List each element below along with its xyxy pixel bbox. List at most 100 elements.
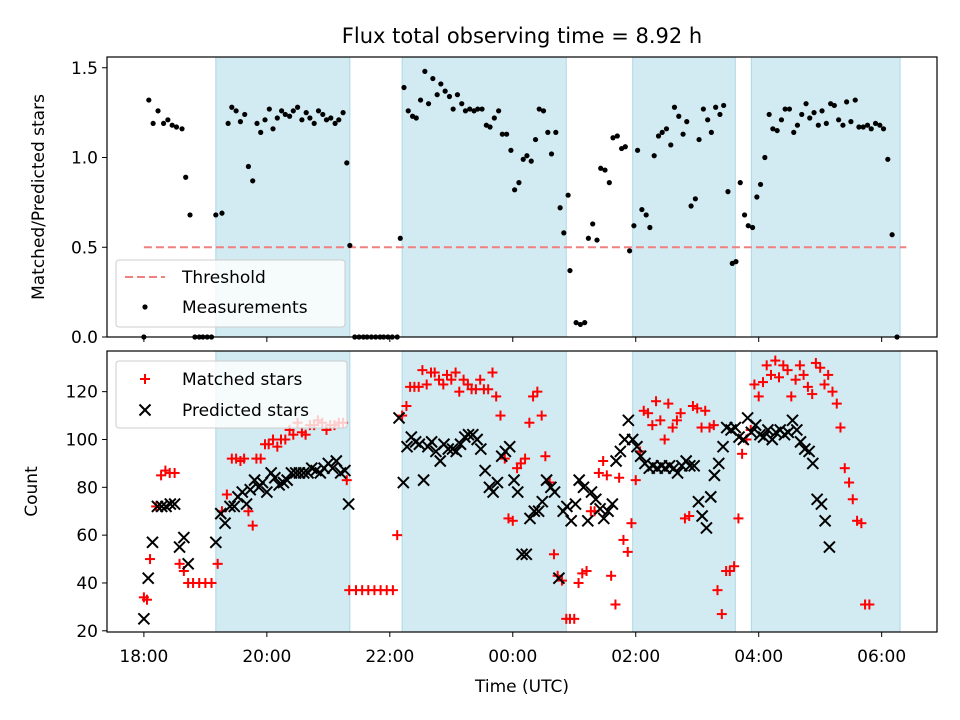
measurement-point [598, 165, 604, 171]
marker-stroke [692, 495, 705, 508]
matched-star-point [630, 475, 641, 486]
matched-star-point [540, 451, 551, 462]
measurement-point [540, 108, 547, 114]
marker-stroke [695, 509, 709, 523]
matched-star-point [548, 549, 559, 560]
measurement-point [165, 117, 171, 123]
matched-star-point [847, 494, 858, 505]
legend-matched-label: Matched stars [182, 370, 302, 390]
measurement-point [475, 106, 481, 112]
measurement-point [425, 101, 432, 107]
matched-star-point [280, 434, 291, 445]
marker-stroke [474, 442, 488, 456]
predicted-star-point [597, 512, 610, 525]
measurement-point [799, 111, 805, 118]
predicted-star-point [630, 440, 644, 453]
measurement-point [499, 131, 505, 137]
top-axes-frame [106, 56, 938, 338]
measurement-point [491, 115, 497, 121]
predicted-star-point [766, 433, 779, 446]
marker-stroke [606, 497, 619, 511]
measurement-point [430, 75, 436, 82]
predicted-star-point [168, 497, 181, 511]
marker-stroke [503, 440, 516, 453]
measurement-point [520, 156, 526, 162]
y-tick-label: 1.0 [71, 149, 98, 169]
matched-star-point [475, 374, 486, 385]
measurement-point [323, 117, 330, 123]
measurement-point [778, 117, 785, 123]
measurement-point [187, 212, 193, 218]
matched-star-point [692, 403, 703, 414]
measurement-point [242, 111, 248, 118]
matched-star-point [300, 429, 311, 440]
matched-star-point [601, 470, 612, 481]
marker-stroke [581, 514, 594, 528]
marker-stroke [634, 450, 647, 463]
measurement-point [270, 126, 276, 132]
marker-stroke [450, 445, 463, 458]
measurement-point [565, 192, 571, 198]
measurement-point [548, 151, 555, 157]
y-tick-label: 100 [66, 430, 98, 450]
legend-measurements-swatch [142, 304, 148, 310]
measurement-point [741, 212, 748, 218]
measurement-point [708, 129, 714, 135]
top-y-axis-label: Matched/Predicted stars [29, 94, 49, 300]
matched-star-point [733, 513, 744, 524]
marker-stroke [716, 440, 730, 453]
y-tick-label: 40 [76, 574, 98, 594]
predicted-star-point [297, 466, 310, 480]
marker-stroke [540, 473, 553, 487]
marker-stroke [806, 457, 820, 470]
predicted-star-point [802, 445, 816, 458]
marker-stroke [138, 403, 152, 417]
measurement-point [496, 108, 502, 114]
predicted-star-point [528, 505, 541, 518]
legend-predicted-marker [138, 403, 152, 417]
measurement-point [590, 221, 596, 227]
marker-stroke [330, 454, 343, 468]
measurement-point [705, 117, 711, 123]
marker-stroke [209, 536, 223, 549]
marker-stroke [564, 514, 578, 528]
matched-star-point [536, 410, 547, 421]
marker-stroke [560, 500, 574, 513]
measurement-point [557, 205, 563, 211]
marker-stroke [782, 426, 795, 439]
legend-matched-swatch [140, 374, 150, 384]
predicted-star-point [240, 497, 253, 511]
marker-stroke [244, 483, 257, 496]
matched-star-point [524, 417, 535, 428]
measurement-point [173, 124, 180, 130]
measurement-point [512, 187, 518, 193]
predicted-star-point [223, 500, 237, 513]
predicted-star-point [342, 497, 355, 511]
measurement-point [602, 167, 608, 173]
measurement-point [442, 88, 448, 94]
measurement-point [737, 180, 743, 186]
y-tick-label: 1.5 [71, 59, 98, 79]
marker-stroke [532, 505, 545, 518]
predicted-star-point [400, 440, 414, 453]
marker-stroke [260, 485, 274, 499]
bottom-x-ticks: 18:00 20:00 22:00 00:00 02:00 04:00 06:00 [119, 632, 906, 667]
predicted-star-point [137, 612, 151, 626]
measurement-point [462, 108, 469, 114]
matched-star-point [618, 534, 629, 545]
marker-stroke [223, 500, 237, 513]
bottom-axes-frame [106, 350, 938, 633]
predicted-star-point [507, 473, 521, 487]
shaded-interval [632, 56, 736, 338]
marker-stroke [511, 485, 524, 499]
matched-star-point [643, 408, 654, 419]
matched-star-point [827, 386, 838, 397]
marker-stroke [614, 445, 627, 458]
measurement-point [782, 106, 788, 112]
marker-stroke [626, 433, 639, 446]
marker-stroke [392, 411, 406, 425]
matched-star-point [626, 518, 637, 529]
x-tick-label: 00:00 [488, 647, 537, 667]
measurement-point [573, 320, 579, 326]
measurement-point [262, 117, 268, 123]
